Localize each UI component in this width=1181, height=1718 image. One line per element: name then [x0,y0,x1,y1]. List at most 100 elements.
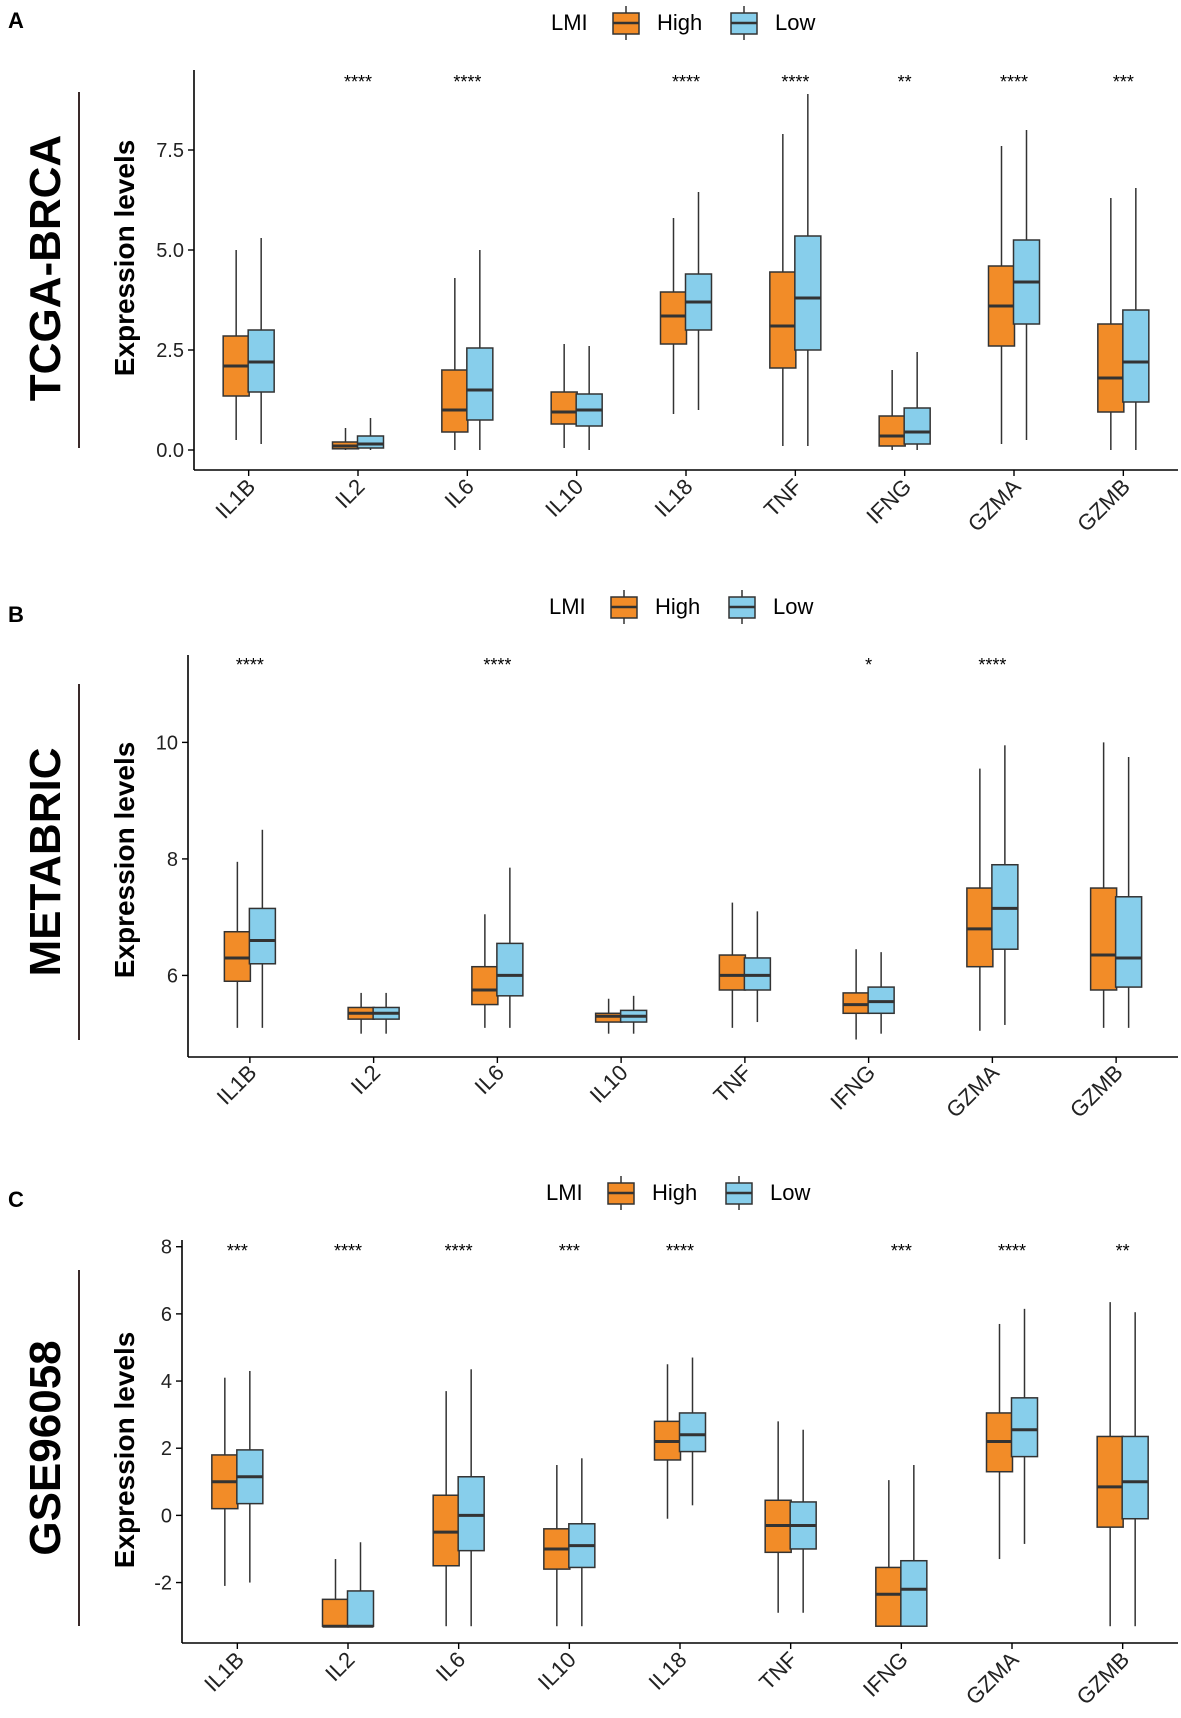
boxplot-high-ifng [875,1480,903,1627]
box [356,435,385,449]
boxplot-low-il18 [678,1357,707,1506]
box [321,1598,350,1627]
significance-label: **** [236,655,264,675]
dataset-label-b: METABRIC [21,748,70,977]
y-tick-label: 5.0 [156,240,184,262]
box [900,1559,928,1627]
legend-title: LMI [551,10,588,35]
box [659,291,688,345]
box [432,1494,460,1567]
significance-label: **** [334,1241,362,1261]
significance-label: ** [898,72,912,92]
y-tick-label: 0 [161,1505,172,1527]
box [875,1566,903,1627]
legend-c: LMI High Low [546,1176,810,1210]
y-axis-label-b: Expression levels [109,742,140,979]
legend-label-low: Low [775,10,815,35]
legend-key-low [725,1176,753,1210]
boxplot-high-il1b [222,250,250,440]
boxplot-high-gzmb [1089,742,1118,1028]
box [346,1590,375,1627]
boxplot-low-ifng [900,1465,928,1627]
boxplot-high-il1b [211,1377,239,1586]
significance-label: *** [891,1241,912,1261]
legend-title: LMI [546,1180,583,1205]
boxplot-high-il6 [441,278,469,450]
panel-letter-c: C [8,1187,24,1212]
boxplot-low-il2 [346,1542,375,1628]
boxplot-high-ifng [842,949,870,1040]
boxplot-low-il10 [568,1458,596,1627]
legend-title: LMI [549,594,586,619]
boxplot-high-gzmb [1097,198,1125,450]
boxplot-low-ifng [903,352,931,450]
y-tick-label: 6 [161,1304,172,1326]
box [903,407,931,445]
box [496,942,524,997]
boxplot-low-il6 [466,250,494,450]
box [1097,323,1125,413]
boxplot-low-il2 [356,418,385,450]
y-tick-label: 7.5 [156,140,184,162]
boxplot-high-il2 [331,428,360,450]
significance-label: **** [483,655,511,675]
box [1089,887,1118,991]
dataset-label-c: GSE96058 [21,1340,70,1555]
boxplot-low-gzma [991,745,1019,1025]
legend-key-high [612,6,640,40]
boxplot-low-ifng [867,952,895,1034]
legend-a: LMI High Low [551,6,815,40]
panel-letter-b: B [8,602,24,627]
y-tick-label: 2 [161,1438,172,1460]
boxplot-high-il10 [550,344,578,448]
boxplot-low-il10 [619,995,648,1034]
y-tick-label: 6 [167,965,178,987]
boxplot-high-il10 [543,1465,571,1627]
boxplot-high-gzmb [1096,1302,1124,1627]
significance-label: **** [1000,72,1028,92]
boxplot-high-il2 [321,1559,350,1628]
y-tick-label: 10 [156,732,178,754]
boxplot-high-il18 [659,218,688,414]
box [718,954,747,991]
y-axis-label-c: Expression levels [109,1332,140,1569]
y-tick-label: 8 [167,849,178,871]
y-tick-label: 4 [161,1371,172,1393]
box [769,271,797,369]
box [1114,896,1143,988]
significance-label: *** [227,1241,248,1261]
boxplot-low-gzmb [1121,1312,1149,1627]
significance-label: *** [1113,72,1134,92]
legend-b: LMI High Low [549,590,813,624]
boxplot-high-il6 [471,914,499,1028]
box [457,1476,485,1552]
box [794,235,822,351]
legend-key-high [607,1176,635,1210]
box [1010,1397,1039,1458]
box [248,907,277,965]
boxplot-high-tnf [764,1421,792,1613]
boxplot-low-gzmb [1114,756,1143,1028]
boxplot-high-gzma [966,768,994,1031]
significance-label: *** [559,1241,580,1261]
legend-label-high: High [657,10,702,35]
legend-key-low [730,6,758,40]
boxplot-high-tnf [718,902,747,1028]
y-tick-label: 2.5 [156,340,184,362]
y-axis-label-a: Expression levels [109,140,140,377]
significance-label: **** [672,72,700,92]
box [466,347,494,421]
box [550,391,578,425]
boxplot-low-il1b [247,238,275,444]
boxplot-low-il18 [684,192,713,410]
boxplot-low-il2 [372,992,400,1034]
boxplot-high-il18 [653,1364,682,1519]
significance-label: **** [453,72,481,92]
y-tick-label: 8 [161,1237,172,1259]
boxplot-low-gzmb [1122,188,1150,450]
boxplot-low-gzma [1012,130,1041,440]
box [441,369,469,433]
significance-label: **** [666,1241,694,1261]
legend-key-low [728,590,756,624]
